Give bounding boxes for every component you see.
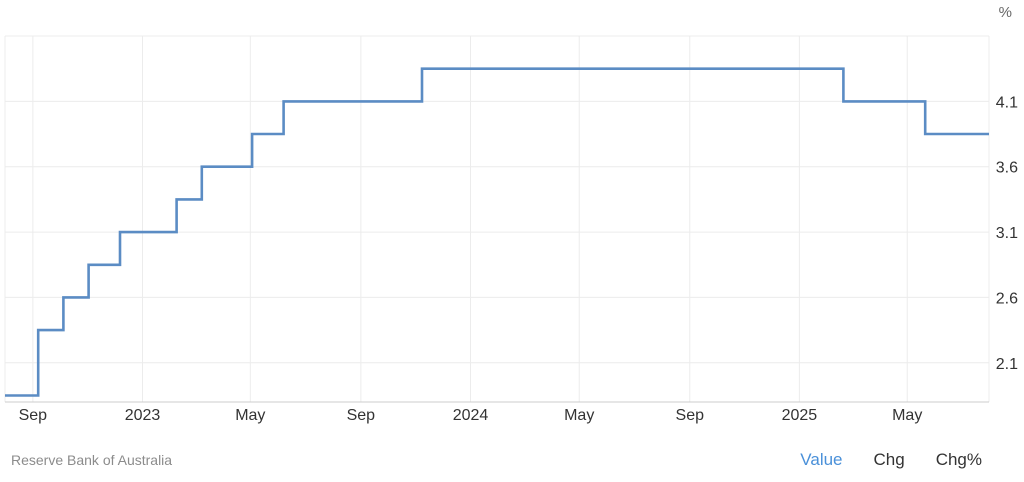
chart-footer: Reserve Bank of Australia Value Chg Chg% [0, 440, 1024, 480]
x-tick-label: May [892, 407, 922, 424]
view-tabs: Value Chg Chg% [800, 450, 982, 470]
x-tick-label: Sep [19, 407, 48, 424]
x-tick-label: 2023 [125, 407, 161, 424]
x-tick-label: May [235, 407, 265, 424]
tab-value[interactable]: Value [800, 450, 843, 469]
y-tick-label: 4.1 [996, 94, 1018, 111]
series-layer [5, 67, 989, 397]
x-tick-label: May [564, 407, 594, 424]
y-tick-label: 3.6 [996, 160, 1018, 177]
source-label: Reserve Bank of Australia [11, 452, 173, 468]
y-tick-label: 2.1 [996, 356, 1018, 373]
x-tick-label: 2025 [782, 407, 818, 424]
x-tick-label: Sep [676, 407, 705, 424]
y-tick-label: 3.1 [996, 225, 1018, 242]
grid-lines [4, 35, 990, 403]
x-tick-label: Sep [347, 407, 376, 424]
tab-chg-percent[interactable]: Chg% [935, 450, 982, 469]
y-unit-label: % [999, 4, 1012, 21]
series-line [5, 67, 989, 397]
y-tick-label: 2.6 [996, 290, 1018, 307]
rate-chart: 2.1 2.6 3.1 3.6 4.1% Sep 2023 May Sep 2024 May Sep 2… [4, 4, 1018, 424]
tab-chg[interactable]: Chg [873, 450, 905, 469]
axis-labels: 2.1 2.6 3.1 3.6 4.1% Sep 2023 May Sep 2024 May Sep 2… [19, 4, 1018, 424]
x-tick-label: 2024 [453, 407, 489, 424]
